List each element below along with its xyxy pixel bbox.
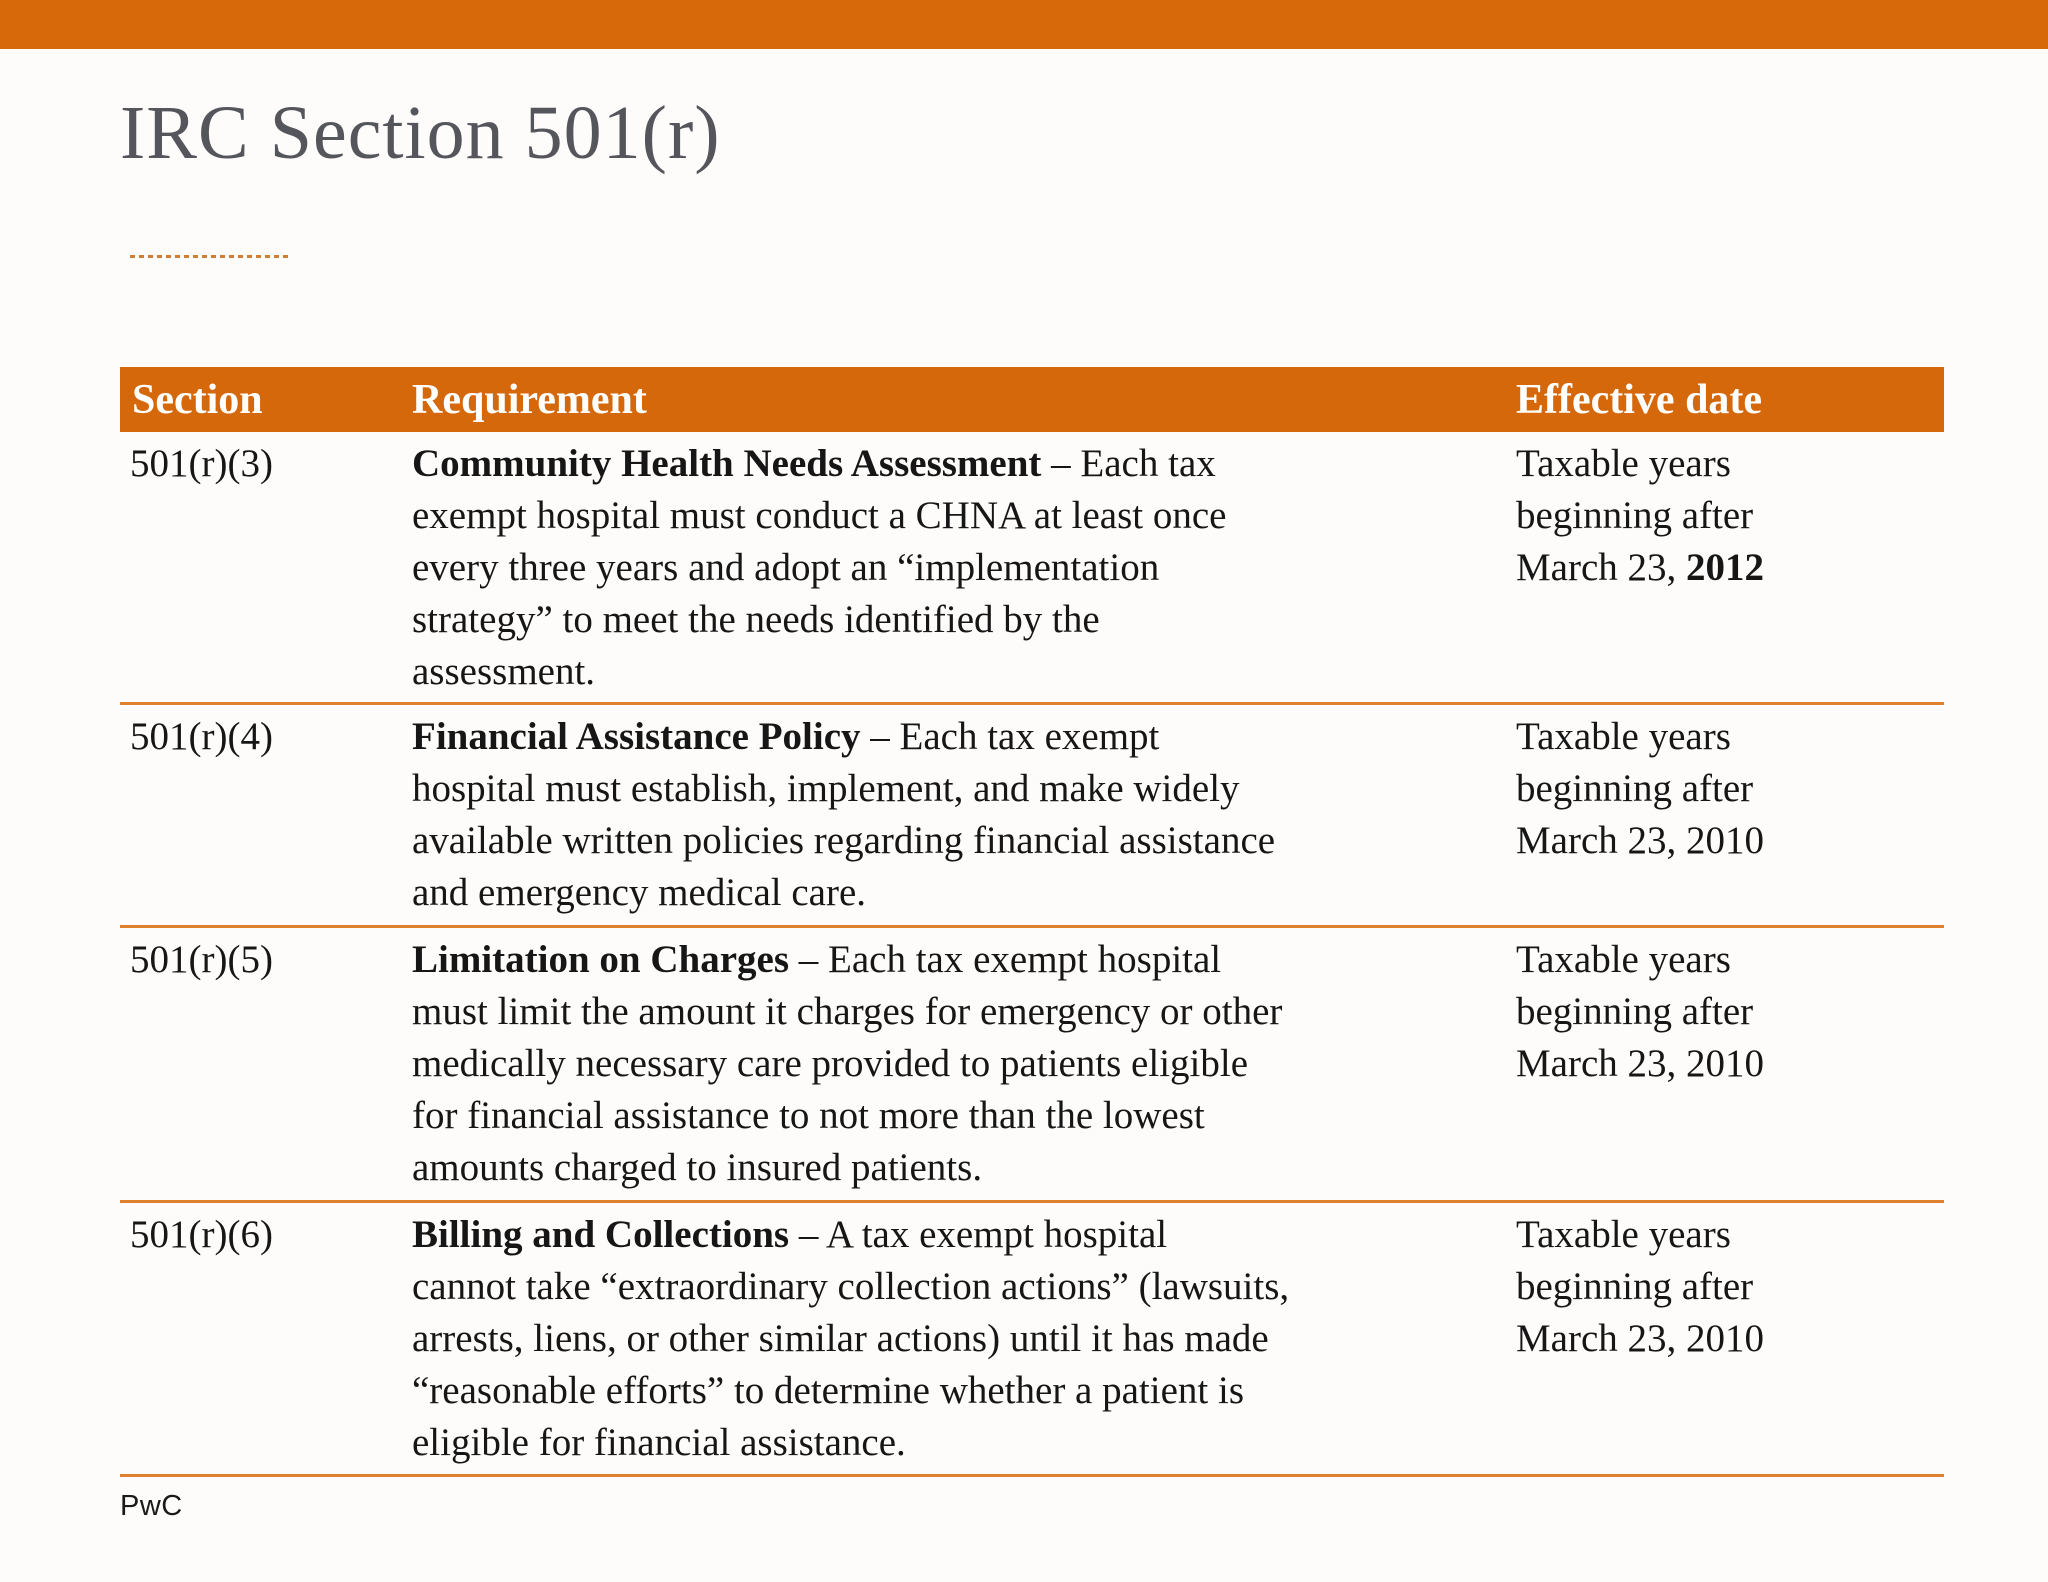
header-cell-section: Section [132,376,263,423]
requirement-cell: Financial Assistance Policy – Each tax e… [412,711,1516,925]
table-row: 501(r)(3) Community Health Needs Assessm… [120,432,1944,705]
effective-date-cell: Taxable years beginning after March 23, … [1516,934,1944,1200]
effective-date-text: Taxable years beginning after March 23, [1516,442,1754,589]
effective-date-text: Taxable years beginning after March 23, … [1516,1213,1765,1360]
effective-date-cell: Taxable years beginning after March 23, … [1516,711,1944,925]
table-row: 501(r)(4) Financial Assistance Policy – … [120,705,1944,928]
page-title: IRC Section 501(r) [120,91,721,175]
effective-date-cell: Taxable years beginning after March 23, … [1516,438,1944,702]
top-accent-bar [0,0,2048,49]
effective-date-text: Taxable years beginning after March 23, … [1516,715,1765,862]
table-row: 501(r)(5) Limitation on Charges – Each t… [120,928,1944,1203]
section-cell: 501(r)(3) [130,442,273,485]
requirement-bold-lead: Community Health Needs Assessment [412,442,1042,485]
effective-date-bold: 2012 [1686,546,1765,589]
requirement-text: – Each tax exempt hospital must conduct … [412,442,1227,693]
requirement-text: – A tax exempt hospital cannot take “ext… [412,1213,1290,1464]
requirements-table: Section Requirement Effective date 501(r… [120,367,1944,1477]
requirement-bold-lead: Limitation on Charges [412,938,790,981]
table-row: 501(r)(6) Billing and Collections – A ta… [120,1203,1944,1477]
effective-date-cell: Taxable years beginning after March 23, … [1516,1209,1944,1474]
title-underline-dashes [130,255,292,258]
footer-pwc-logo: PwC [120,1490,183,1522]
requirement-bold-lead: Billing and Collections [412,1213,790,1256]
requirement-cell: Limitation on Charges – Each tax exempt … [412,934,1516,1200]
requirement-text: – Each tax exempt hospital must limit th… [412,938,1283,1189]
section-cell: 501(r)(5) [130,938,273,981]
requirement-bold-lead: Financial Assistance Policy [412,715,861,758]
section-cell: 501(r)(4) [130,715,273,758]
requirement-cell: Billing and Collections – A tax exempt h… [412,1209,1516,1474]
section-cell: 501(r)(6) [130,1213,273,1256]
requirement-text: – Each tax exempt hospital must establis… [412,715,1276,914]
header-cell-effective-date: Effective date [1516,376,1763,423]
table-header-row: Section Requirement Effective date [120,367,1944,432]
effective-date-text: Taxable years beginning after March 23, … [1516,938,1765,1085]
header-cell-requirement: Requirement [412,376,647,423]
requirement-cell: Community Health Needs Assessment – Each… [412,438,1516,702]
